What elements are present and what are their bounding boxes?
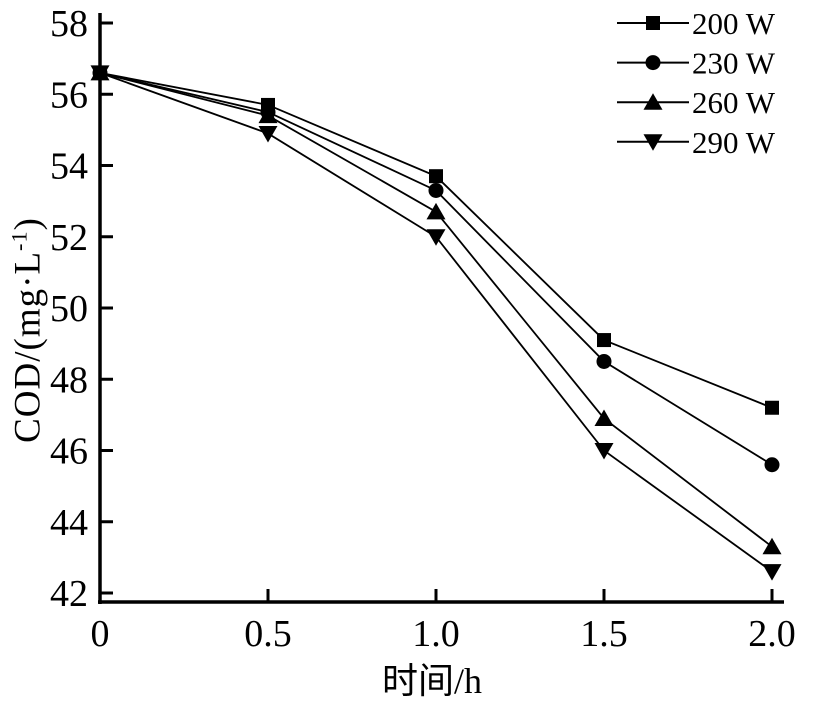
x-axis-title: 时间/h (381, 661, 483, 701)
legend-label-200-W: 200 W (692, 6, 776, 41)
y-tick-label: 44 (50, 502, 88, 544)
legend-triangle-up-marker (643, 93, 663, 110)
x-tick-label: 1.0 (412, 613, 460, 655)
y-tick-label: 50 (50, 288, 88, 330)
y-tick-label: 42 (50, 573, 88, 615)
y-tick-label: 58 (50, 3, 88, 45)
y-tick-label: 48 (50, 359, 88, 401)
y-axis-title-superscript: -1 (6, 230, 32, 251)
triangle-up-marker (762, 537, 782, 555)
triangle-up-marker (594, 409, 614, 426)
triangle-down-marker (426, 229, 446, 246)
x-tick-label: 0.5 (244, 613, 292, 655)
square-marker (597, 333, 611, 348)
legend-label-260-W: 260 W (692, 85, 776, 120)
triangle-up-marker (426, 202, 446, 220)
triangle-down-marker (594, 443, 614, 460)
series-line-230-W (99, 71, 773, 466)
legend-triangle-down-marker (643, 134, 663, 151)
legend-circle-marker (645, 55, 661, 71)
y-tick-label: 56 (50, 74, 88, 116)
triangle-down-marker (90, 65, 110, 82)
x-tick-label: 1.5 (580, 613, 628, 655)
circle-marker (428, 182, 444, 198)
x-tick-label: 2.0 (748, 613, 796, 655)
triangle-up-marker (258, 106, 278, 124)
series-line-290-W (99, 72, 773, 573)
x-tick-label: 0 (91, 613, 110, 655)
square-marker (429, 169, 443, 184)
circle-marker (596, 353, 612, 369)
series-line-260-W (99, 72, 773, 548)
legend-label-230-W: 230 W (692, 46, 776, 81)
legend-square-marker (646, 16, 660, 30)
y-tick-label: 54 (50, 146, 88, 188)
legend-label-290-W: 290 W (692, 125, 776, 160)
triangle-down-marker (762, 564, 782, 581)
y-axis-title: COD/(mg·L-1) (6, 217, 49, 443)
y-axis-title-end: ) (7, 217, 49, 231)
triangle-down-marker (258, 125, 278, 143)
circle-marker (764, 457, 780, 473)
square-marker (765, 400, 779, 415)
y-tick-label: 46 (50, 431, 88, 473)
y-tick-label: 52 (50, 217, 88, 259)
y-axis-title-main: COD/(mg·L (7, 250, 49, 443)
